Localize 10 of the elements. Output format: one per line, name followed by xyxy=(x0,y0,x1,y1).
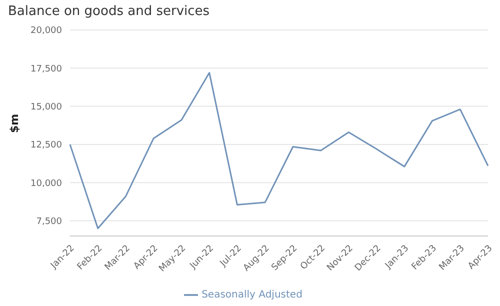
y-tick-label: 15,000 xyxy=(30,102,62,112)
line-series xyxy=(69,72,489,230)
chart-title: Balance on goods and services xyxy=(8,4,210,19)
y-axis-title: $m xyxy=(8,114,21,133)
y-tick-label: 17,500 xyxy=(30,64,62,74)
y-tick-label: 10,000 xyxy=(30,178,62,189)
y-tick-label: 7,500 xyxy=(36,216,62,227)
y-tick-label: 12,500 xyxy=(30,140,62,151)
y-tick-label: 20,000 xyxy=(30,26,62,36)
legend-label: Seasonally Adjusted xyxy=(202,290,302,301)
